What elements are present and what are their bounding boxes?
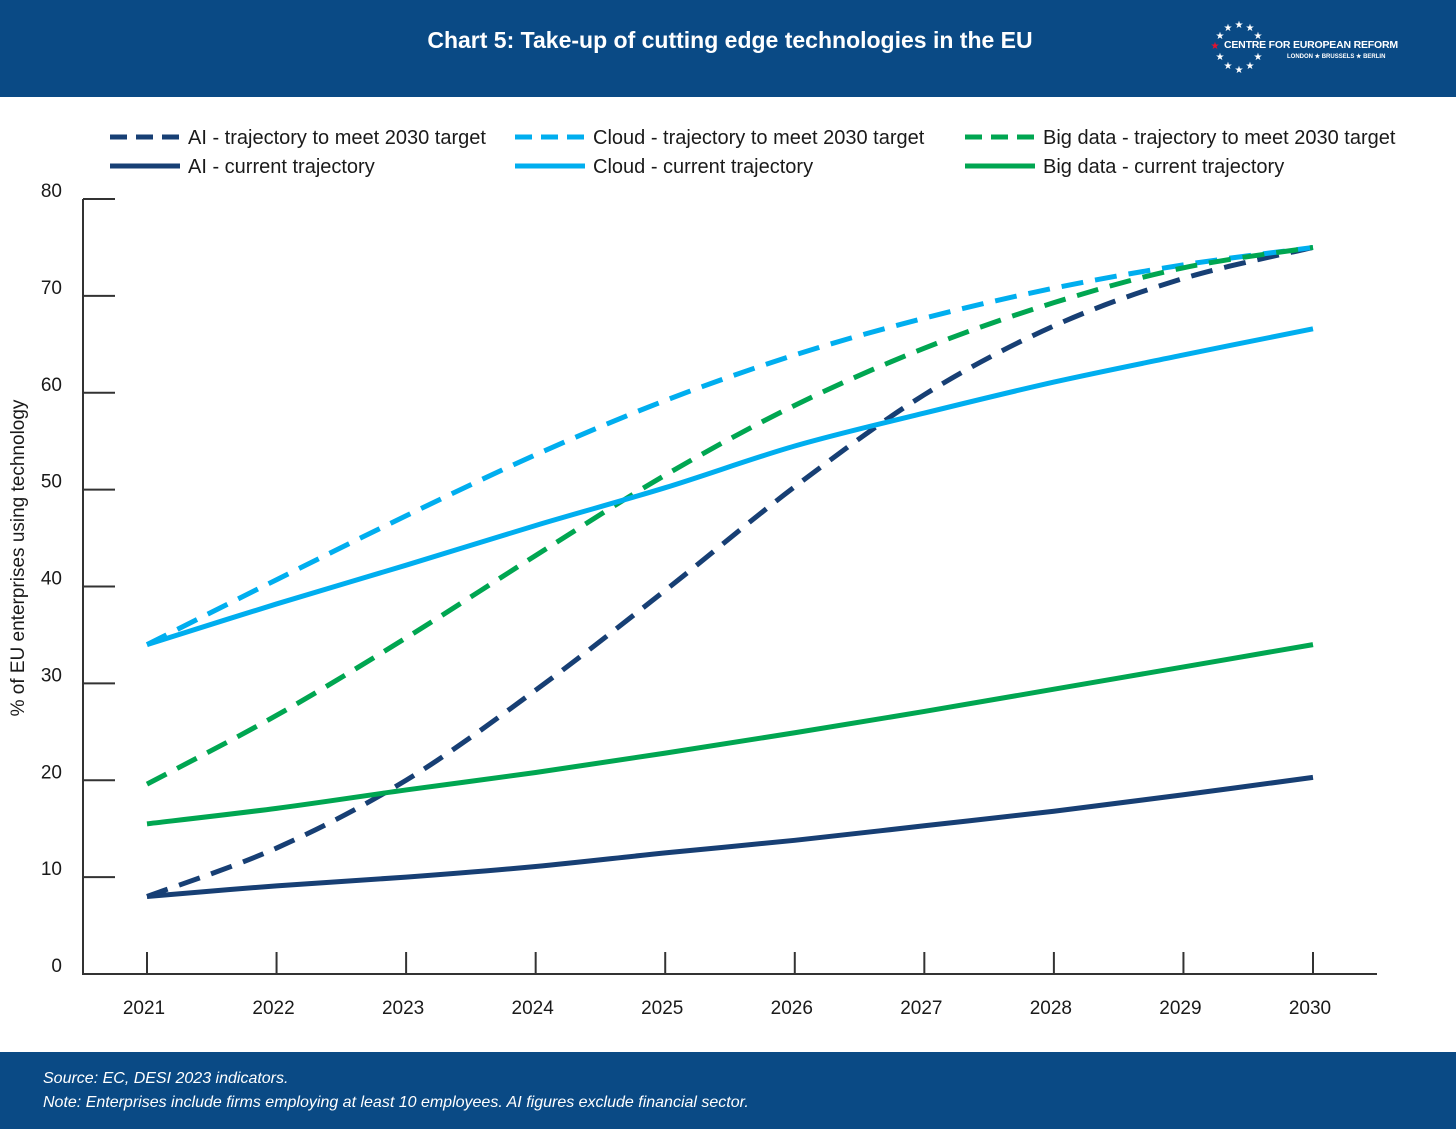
svg-text:★: ★ (1224, 23, 1233, 34)
x-tick-label: 2027 (900, 998, 942, 1019)
y-axis-label: % of EU enterprises using technology (8, 399, 29, 716)
x-tick-label: 2030 (1289, 998, 1331, 1019)
y-tick-label: 60 (41, 375, 62, 396)
svg-text:★: ★ (1216, 52, 1225, 63)
logo-cities: LONDON ★ BRUSSELS ★ BERLIN (1287, 54, 1386, 60)
svg-text:★: ★ (1224, 61, 1233, 72)
x-tick-label: 2025 (641, 998, 683, 1019)
svg-text:★: ★ (1246, 61, 1255, 72)
x-tick-label: 2028 (1030, 998, 1072, 1019)
series-line-4 (146, 326, 1314, 648)
series-line-0 (146, 245, 1314, 899)
x-tick-label: 2024 (512, 998, 555, 1019)
series-line-1 (145, 244, 1314, 647)
legend-item: AI - trajectory to meet 2030 target (110, 127, 486, 149)
y-tick-label: 20 (41, 762, 62, 783)
y-tick-label: 40 (41, 569, 62, 590)
footnote: Note: Enterprises include firms employin… (43, 1094, 749, 1111)
eu-stars-icon: ★ ★★ ★★ ★★ ★ ★★ ★ (1211, 20, 1263, 76)
svg-text:★: ★ (1235, 20, 1244, 31)
y-tick-label: 50 (41, 472, 62, 493)
cer-logo: ★ ★ ★ ★ ★ ★ ★ ★ ★ ★ ★ CENTRE FOR EUROPEAN REFO… (1210, 18, 1399, 76)
legend-label: AI - trajectory to meet 2030 target (188, 127, 486, 149)
legend-label: Big data - trajectory to meet 2030 targe… (1043, 127, 1396, 149)
x-tick-label: 2023 (382, 998, 424, 1019)
legend-item: Big data - current trajectory (965, 156, 1284, 178)
y-tick-label: 0 (51, 956, 62, 977)
chart-header: Chart 5: Take-up of cutting edge technol… (0, 0, 1456, 97)
legend-item: Cloud - trajectory to meet 2030 target (515, 127, 925, 149)
x-tick-label: 2021 (123, 998, 165, 1019)
series-lines (145, 244, 1314, 899)
chart-footer: Source: EC, DESI 2023 indicators. Note: … (0, 1052, 1456, 1129)
y-tick-label: 30 (41, 665, 62, 686)
y-tick-label: 70 (41, 278, 62, 299)
svg-text:★: ★ (1211, 41, 1220, 52)
legend-label: AI - current trajectory (188, 156, 375, 178)
y-tick-label: 10 (41, 859, 62, 880)
svg-text:★: ★ (1254, 52, 1263, 63)
x-tick-label: 2026 (771, 998, 813, 1019)
legend-label: Cloud - trajectory to meet 2030 target (593, 127, 925, 149)
svg-text:★: ★ (1216, 31, 1225, 42)
source-note: Source: EC, DESI 2023 indicators. (43, 1070, 289, 1087)
legend-item: Cloud - current trajectory (515, 156, 813, 178)
x-tick-label: 2022 (252, 998, 294, 1019)
legend-item: AI - current trajectory (110, 156, 375, 178)
svg-text:★: ★ (1254, 31, 1263, 42)
series-line-5 (146, 642, 1314, 827)
legend: AI - trajectory to meet 2030 target Cloud… (110, 127, 1396, 178)
legend-label: Cloud - current trajectory (593, 156, 813, 178)
svg-text:★: ★ (1246, 23, 1255, 34)
legend-label: Big data - current trajectory (1043, 156, 1284, 178)
series-line-3 (146, 774, 1314, 899)
y-tick-label: 80 (41, 181, 62, 202)
x-tick-label: 2029 (1159, 998, 1201, 1019)
chart-title: Chart 5: Take-up of cutting edge technol… (427, 27, 1033, 53)
legend-item: Big data - trajectory to meet 2030 targe… (965, 127, 1396, 149)
series-line-2 (145, 244, 1314, 787)
logo-name: CENTRE FOR EUROPEAN REFORM (1224, 39, 1398, 51)
svg-text:★: ★ (1235, 65, 1244, 76)
